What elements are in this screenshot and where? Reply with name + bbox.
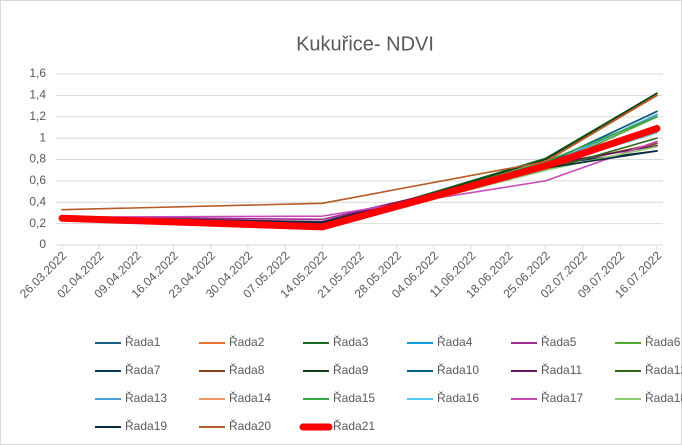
legend-label: Řada21 [333, 418, 375, 433]
legend-label: Řada11 [541, 362, 582, 377]
y-tick-label: 1,6 [29, 66, 46, 80]
legend-label: Řada8 [229, 362, 265, 377]
legend-label: Řada13 [125, 390, 167, 405]
y-tick-label: 0,8 [29, 152, 46, 166]
y-tick-label: 0,6 [29, 173, 46, 187]
y-tick-label: 1,4 [29, 88, 46, 102]
legend-label: Řada12 [645, 362, 682, 377]
legend-label: Řada5 [541, 334, 577, 349]
legend-label: Řada19 [125, 418, 167, 433]
y-tick-label: 0 [39, 237, 46, 251]
legend-label: Řada2 [229, 334, 265, 349]
legend-label: Řada4 [437, 334, 473, 349]
legend-label: Řada9 [333, 362, 369, 377]
chart-title: Kukuřice- NDVI [296, 33, 434, 55]
legend-label: Řada10 [437, 362, 479, 377]
series-line [58, 125, 661, 231]
legend-label: Řada15 [333, 390, 375, 405]
legend-label: Řada1 [125, 334, 161, 349]
y-tick-label: 1 [39, 130, 46, 144]
y-tick-label: 1,2 [29, 109, 46, 123]
legend-label: Řada17 [541, 390, 583, 405]
legend-label: Řada20 [229, 418, 271, 433]
legend-label: Řada6 [645, 334, 681, 349]
legend-label: Řada3 [333, 334, 369, 349]
legend-label: Řada18 [645, 390, 682, 405]
y-tick-label: 0,4 [29, 194, 46, 208]
y-tick-label: 0,2 [29, 216, 46, 230]
legend-label: Řada14 [229, 390, 271, 405]
legend-label: Řada7 [125, 362, 161, 377]
series-line [61, 94, 658, 211]
legend-label: Řada16 [437, 390, 479, 405]
